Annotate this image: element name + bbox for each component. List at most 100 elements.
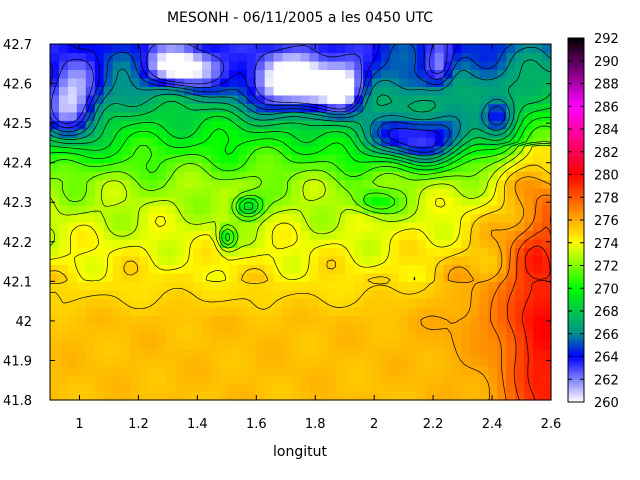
heatmap-cell — [515, 128, 525, 138]
heatmap-cell — [389, 247, 400, 257]
heatmap-cell — [452, 77, 463, 87]
heatmap-cell — [425, 340, 436, 350]
heatmap-cell — [291, 162, 302, 172]
heatmap-cell — [121, 230, 132, 240]
heatmap-cell — [157, 222, 167, 232]
heatmap-cell — [354, 86, 364, 96]
heatmap-cell — [157, 137, 167, 147]
heatmap-cell — [85, 272, 96, 282]
heatmap-cell — [228, 60, 239, 71]
heatmap-cell — [470, 60, 481, 71]
heatmap-cell — [121, 383, 132, 393]
heatmap-cell — [389, 205, 400, 215]
heatmap-cell — [524, 44, 534, 54]
heatmap-cell — [85, 247, 96, 257]
heatmap-cell — [542, 357, 552, 367]
heatmap-cell — [354, 340, 364, 350]
heatmap-cell — [255, 222, 266, 232]
heatmap-cell — [354, 196, 364, 206]
heatmap-cell — [300, 111, 311, 121]
heatmap-cell — [300, 162, 311, 172]
heatmap-cell — [148, 323, 158, 333]
heatmap-cell — [515, 137, 525, 147]
heatmap-cell — [372, 374, 382, 384]
heatmap-cell — [94, 281, 105, 291]
contour-line — [49, 144, 552, 282]
heatmap-cell — [300, 298, 311, 308]
heatmap-cell — [497, 128, 507, 138]
heatmap-cell — [166, 154, 176, 164]
heatmap-cell — [103, 111, 114, 121]
heatmap-cell — [452, 357, 463, 367]
heatmap-cell — [130, 272, 141, 282]
heatmap-cell — [381, 94, 391, 104]
heatmap-cell — [309, 247, 319, 257]
x-tick-label: 2.4 — [482, 417, 503, 432]
heatmap-cell — [175, 340, 185, 350]
heatmap-cell — [452, 137, 463, 147]
heatmap-cell — [363, 383, 373, 393]
heatmap-cell — [398, 162, 409, 172]
y-tick-label: 41.9 — [3, 354, 32, 369]
heatmap-cell — [273, 281, 284, 291]
heatmap-cell — [184, 196, 194, 206]
heatmap-cell — [533, 255, 543, 265]
heatmap-cell — [50, 281, 60, 291]
heatmap-cell — [533, 272, 543, 282]
heatmap-cell — [470, 69, 481, 79]
contour-line — [49, 43, 460, 149]
heatmap-cell — [309, 272, 319, 282]
heatmap-cell — [398, 86, 409, 96]
heatmap-cell — [381, 111, 391, 121]
heatmap-cell — [112, 306, 123, 316]
heatmap-cell — [497, 289, 507, 299]
heatmap-cell — [470, 44, 481, 54]
heatmap-cell — [85, 120, 96, 130]
heatmap-cell — [273, 374, 284, 384]
heatmap-cell — [121, 298, 132, 308]
heatmap-cell — [372, 52, 382, 62]
heatmap-cell — [345, 128, 355, 138]
heatmap-cell — [112, 255, 123, 265]
heatmap-cell — [336, 391, 346, 401]
heatmap-cell — [506, 374, 516, 384]
heatmap-cell — [425, 323, 436, 333]
heatmap-cell — [166, 44, 176, 54]
heatmap-cell — [300, 272, 311, 282]
heatmap-cell — [184, 171, 194, 181]
heatmap-cell — [345, 154, 355, 164]
heatmap-cell — [148, 111, 158, 121]
heatmap-cell — [506, 179, 516, 189]
heatmap-cell — [219, 52, 230, 62]
heatmap-cell — [506, 391, 516, 401]
heatmap-cell — [157, 332, 167, 342]
heatmap-cell — [372, 196, 382, 206]
heatmap-cell — [67, 230, 78, 240]
heatmap-cell — [300, 340, 311, 350]
heatmap-cell — [166, 86, 176, 96]
heatmap-cell — [524, 162, 534, 172]
heatmap-cell — [130, 111, 141, 121]
heatmap-cell — [112, 391, 123, 401]
heatmap-cell — [425, 188, 436, 198]
heatmap-cell — [327, 255, 337, 265]
heatmap-cell — [273, 323, 284, 333]
heatmap-cell — [497, 247, 507, 257]
heatmap-cell — [443, 145, 454, 155]
heatmap-cell — [112, 145, 123, 155]
heatmap-cell — [327, 94, 337, 104]
heatmap-cell — [524, 255, 534, 265]
colorbar-tick-label: 278 — [594, 191, 619, 206]
heatmap-cell — [67, 145, 78, 155]
heatmap-cell — [506, 205, 516, 215]
heatmap-cell — [381, 340, 391, 350]
heatmap-cell — [246, 222, 257, 232]
heatmap-cell — [193, 179, 203, 189]
heatmap-cell — [515, 111, 525, 121]
heatmap-cell — [300, 230, 311, 240]
heatmap-cell — [515, 281, 525, 291]
heatmap-cell — [50, 103, 60, 113]
heatmap-cell — [515, 374, 525, 384]
heatmap-cell — [264, 238, 275, 249]
heatmap-cell — [291, 188, 302, 198]
